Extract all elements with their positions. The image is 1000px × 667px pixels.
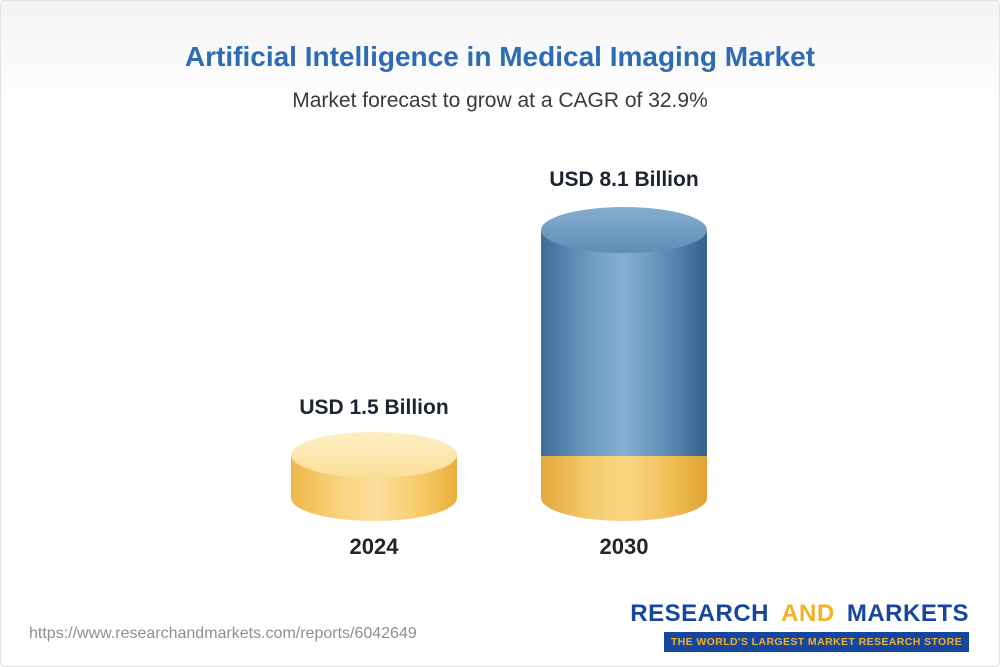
bar-2030-gold-band	[541, 456, 707, 521]
bar-2024-top-ellipse	[291, 432, 457, 478]
report-url-link[interactable]: https://www.researchandmarkets.com/repor…	[29, 625, 417, 642]
x-axis-label-2030: 2030	[599, 534, 649, 559]
chart-title: Artificial Intelligence in Medical Imagi…	[184, 41, 816, 72]
value-label-2030: USD 8.1 Billion	[549, 168, 699, 191]
logo-wordmark: RESEARCH AND MARKETS	[630, 600, 969, 628]
bar-2024-cylinder	[291, 432, 457, 521]
logo-word-markets: MARKETS	[846, 600, 969, 627]
bar-2030-top-ellipse	[541, 207, 707, 253]
logo-word-and: AND	[781, 600, 835, 627]
bar-2030-cylinder	[541, 207, 707, 521]
x-axis-label-2024: 2024	[349, 534, 399, 559]
research-and-markets-logo: RESEARCH AND MARKETS THE WORLD'S LARGEST…	[630, 600, 969, 652]
chart-subtitle: Market forecast to grow at a CAGR of 32.…	[292, 89, 708, 112]
bar-2030-body	[541, 230, 707, 456]
logo-word-research: RESEARCH	[630, 600, 769, 627]
logo-tagline: THE WORLD'S LARGEST MARKET RESEARCH STOR…	[663, 632, 969, 652]
value-label-2024: USD 1.5 Billion	[299, 396, 449, 419]
